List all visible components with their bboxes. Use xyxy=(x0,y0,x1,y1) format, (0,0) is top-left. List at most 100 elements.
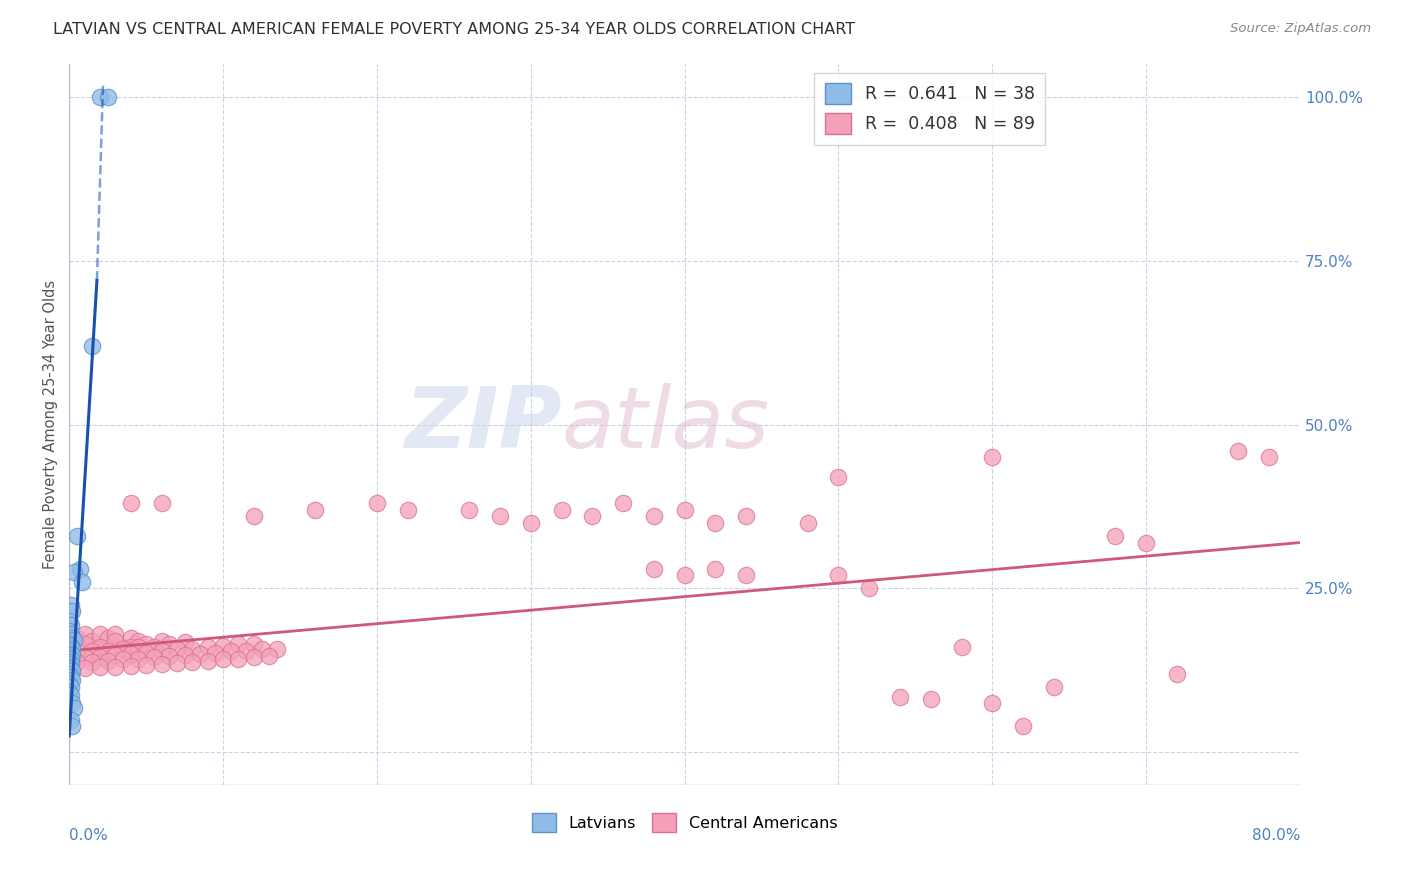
Point xyxy=(266,641,288,656)
Point xyxy=(704,562,727,576)
Point xyxy=(120,647,142,661)
Point xyxy=(104,633,127,648)
Point xyxy=(235,644,257,658)
Point xyxy=(673,568,696,582)
Point xyxy=(66,631,89,645)
Text: ZIP: ZIP xyxy=(404,383,561,467)
Point xyxy=(257,648,280,663)
Point xyxy=(82,655,104,669)
Point xyxy=(58,650,80,665)
Point xyxy=(228,651,250,665)
Point xyxy=(1258,450,1281,465)
Point xyxy=(1043,680,1066,694)
Point xyxy=(173,648,195,663)
Point xyxy=(82,644,104,658)
Y-axis label: Female Poverty Among 25-34 Year Olds: Female Poverty Among 25-34 Year Olds xyxy=(44,280,58,569)
Point xyxy=(550,503,572,517)
Point xyxy=(173,635,195,649)
Point xyxy=(188,647,211,661)
Point xyxy=(60,631,83,645)
Text: 80.0%: 80.0% xyxy=(1251,829,1301,843)
Point xyxy=(157,648,180,663)
Point xyxy=(127,640,149,655)
Point xyxy=(981,450,1004,465)
Point xyxy=(89,650,111,665)
Point xyxy=(219,644,242,658)
Point xyxy=(104,648,127,663)
Point xyxy=(59,627,82,641)
Point xyxy=(59,713,82,727)
Point xyxy=(58,614,80,628)
Point xyxy=(58,660,80,674)
Point xyxy=(981,696,1004,710)
Point xyxy=(1104,529,1126,543)
Point xyxy=(73,627,96,641)
Point xyxy=(127,633,149,648)
Point xyxy=(73,637,96,651)
Point xyxy=(643,562,665,576)
Point xyxy=(60,719,83,733)
Point xyxy=(950,640,973,655)
Point xyxy=(135,637,157,651)
Point xyxy=(112,641,135,656)
Point xyxy=(104,660,127,674)
Point xyxy=(97,654,120,668)
Point xyxy=(120,640,142,655)
Point xyxy=(120,631,142,645)
Point xyxy=(59,639,82,653)
Point xyxy=(212,652,235,666)
Point xyxy=(1166,666,1188,681)
Point xyxy=(1227,443,1250,458)
Point xyxy=(60,648,83,663)
Point xyxy=(59,652,82,666)
Point xyxy=(63,700,86,714)
Point xyxy=(796,516,818,530)
Point xyxy=(59,662,82,676)
Point xyxy=(58,624,80,638)
Point xyxy=(66,529,89,543)
Point xyxy=(858,582,880,596)
Point xyxy=(112,640,135,655)
Point xyxy=(304,503,326,517)
Point xyxy=(59,670,82,684)
Point xyxy=(59,657,82,671)
Point xyxy=(142,650,165,665)
Point xyxy=(142,640,165,655)
Text: Source: ZipAtlas.com: Source: ZipAtlas.com xyxy=(1230,22,1371,36)
Point xyxy=(150,657,173,671)
Point xyxy=(58,676,80,690)
Point xyxy=(704,516,727,530)
Point xyxy=(157,637,180,651)
Point xyxy=(66,644,89,658)
Point xyxy=(89,627,111,641)
Point xyxy=(59,688,82,702)
Point xyxy=(735,509,758,524)
Point xyxy=(89,660,111,674)
Point xyxy=(89,640,111,655)
Point xyxy=(366,496,388,510)
Point xyxy=(166,656,188,670)
Legend: Latvians, Central Americans: Latvians, Central Americans xyxy=(526,806,844,838)
Point xyxy=(735,568,758,582)
Point xyxy=(58,655,80,669)
Point xyxy=(59,647,82,661)
Point xyxy=(69,562,91,576)
Point xyxy=(82,339,104,353)
Point xyxy=(197,640,219,655)
Point xyxy=(112,652,135,666)
Point xyxy=(920,691,942,706)
Point xyxy=(181,641,204,656)
Point xyxy=(73,650,96,665)
Point xyxy=(1135,535,1157,549)
Point xyxy=(1012,719,1035,733)
Text: LATVIAN VS CENTRAL AMERICAN FEMALE POVERTY AMONG 25-34 YEAR OLDS CORRELATION CHA: LATVIAN VS CENTRAL AMERICAN FEMALE POVER… xyxy=(53,22,856,37)
Point xyxy=(60,604,83,618)
Point xyxy=(827,470,849,484)
Point xyxy=(243,637,266,651)
Point xyxy=(581,509,603,524)
Point xyxy=(60,673,83,688)
Text: 0.0%: 0.0% xyxy=(69,829,108,843)
Point xyxy=(889,690,911,704)
Point xyxy=(82,633,104,648)
Point xyxy=(150,496,173,510)
